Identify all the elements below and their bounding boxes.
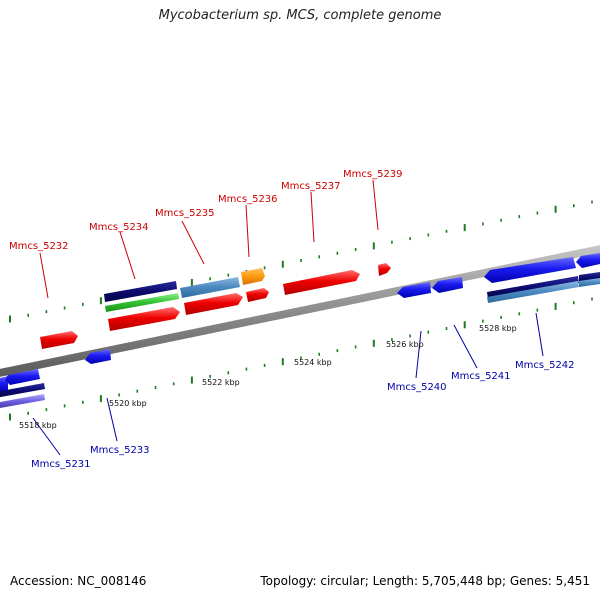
tick-track-upper [9, 200, 593, 323]
gene-label: Mmcs_5234 [89, 222, 149, 233]
gene-feature [432, 277, 463, 293]
gene-feature [0, 383, 45, 398]
gene-feature [246, 288, 269, 302]
gene-label: Mmcs_5236 [218, 194, 278, 205]
genome-info-label: Topology: circular; Length: 5,705,448 bp… [260, 574, 590, 588]
gene-feature [105, 293, 179, 312]
gene-label: Mmcs_5237 [281, 181, 341, 192]
minus-gene-labels: Mmcs_5231 Mmcs_5233 Mmcs_5240 Mmcs_5241 … [31, 360, 575, 470]
gene-feature [40, 331, 78, 349]
gene-label: Mmcs_5239 [343, 169, 403, 180]
gene-feature [397, 282, 431, 298]
gene-feature [5, 369, 40, 385]
gene-feature [378, 263, 391, 276]
scale-labels: 5518 kbp 5520 kbp 5522 kbp 5524 kbp 5526… [19, 324, 517, 430]
gene-label: Mmcs_5235 [155, 208, 215, 219]
gene-feature [579, 278, 600, 287]
gene-feature [283, 270, 360, 295]
gene-feature [241, 268, 265, 285]
gene-feature [85, 349, 111, 364]
gene-label: Mmcs_5242 [515, 360, 575, 371]
label-leaders [32, 179, 544, 456]
gene-feature [576, 253, 600, 268]
gene-label: Mmcs_5231 [31, 459, 91, 470]
page-title: Mycobacterium sp. MCS, complete genome [158, 8, 442, 23]
scale-label: 5528 kbp [479, 324, 517, 333]
gene-feature [484, 257, 576, 283]
gene-feature [180, 277, 240, 298]
scale-label: 5520 kbp [109, 399, 147, 408]
scale-label: 5524 kbp [294, 358, 332, 367]
tick-track-lower [9, 297, 593, 421]
scale-label: 5518 kbp [19, 421, 57, 430]
gene-feature [104, 281, 177, 302]
gene-feature [108, 307, 180, 331]
scale-label: 5526 kbp [386, 340, 424, 349]
gene-feature [487, 281, 579, 303]
scale-label: 5522 kbp [202, 378, 240, 387]
minus-strand-features [0, 253, 600, 408]
gene-feature [184, 293, 243, 315]
gene-label: Mmcs_5232 [9, 241, 69, 252]
genome-backbone [0, 245, 600, 377]
plus-strand-features [40, 263, 391, 349]
gene-label: Mmcs_5233 [90, 445, 150, 456]
gene-label: Mmcs_5240 [387, 382, 447, 393]
gene-label: Mmcs_5241 [451, 371, 511, 382]
gene-feature [0, 394, 45, 408]
accession-label: Accession: NC_008146 [10, 574, 147, 588]
plus-gene-labels: Mmcs_5232 Mmcs_5234 Mmcs_5235 Mmcs_5236 … [9, 169, 403, 252]
